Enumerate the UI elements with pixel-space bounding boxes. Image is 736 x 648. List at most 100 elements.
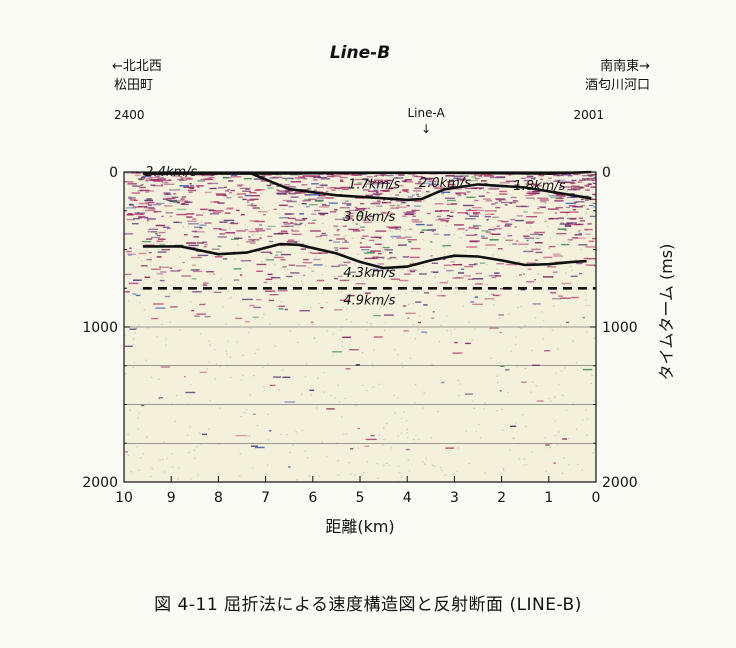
seismic-trace: [294, 177, 306, 179]
seismic-speck: [308, 475, 311, 477]
seismic-speck: [323, 391, 325, 393]
seismic-speck: [378, 181, 380, 183]
seismic-speck: [513, 438, 515, 440]
seismic-trace: [125, 172, 134, 174]
seismic-trace: [255, 446, 265, 449]
seismic-speck: [418, 232, 421, 234]
seismic-speck: [366, 278, 368, 280]
seismic-trace: [465, 393, 473, 395]
seismic-trace: [395, 200, 405, 202]
seismic-trace: [339, 207, 350, 209]
seismic-trace: [281, 191, 288, 193]
seismic-speck: [171, 403, 173, 405]
seismic-trace: [143, 174, 151, 177]
seismic-trace: [192, 291, 202, 293]
seismic-trace: [288, 205, 294, 208]
seismic-speck: [186, 434, 189, 436]
seismic-trace: [303, 175, 311, 177]
seismic-trace: [340, 180, 344, 182]
seismic-trace: [390, 207, 399, 209]
seismic-trace: [166, 227, 171, 230]
seismic-trace: [234, 237, 243, 239]
x-tick-label: 2: [497, 490, 506, 506]
seismic-speck: [280, 308, 282, 310]
seismic-speck: [289, 330, 292, 332]
seismic-speck: [446, 281, 448, 283]
seismic-trace: [361, 249, 370, 251]
seismic-speck: [202, 254, 204, 257]
seismic-trace: [552, 271, 558, 273]
seismic-trace: [237, 196, 243, 198]
seismic-trace: [553, 180, 561, 182]
seismic-trace: [280, 230, 288, 232]
seismic-trace: [373, 189, 379, 191]
seismic-trace: [265, 290, 275, 292]
seismic-trace: [155, 224, 165, 227]
seismic-speck: [563, 457, 565, 459]
seismic-trace: [548, 177, 552, 179]
seismic-speck: [297, 341, 299, 344]
seismic-trace: [141, 184, 144, 186]
seismic-speck: [490, 357, 493, 359]
seismic-speck: [400, 432, 403, 434]
seismic-trace: [179, 175, 183, 178]
seismic-trace: [133, 213, 145, 216]
seismic-speck: [346, 433, 348, 435]
seismic-trace: [318, 195, 326, 197]
seismic-trace: [230, 189, 235, 192]
seismic-speck: [397, 354, 399, 356]
seismic-trace: [528, 193, 536, 195]
seismic-trace: [124, 345, 133, 347]
seismic-trace: [419, 179, 422, 181]
seismic-trace: [153, 303, 164, 305]
seismic-trace: [569, 196, 576, 198]
seismic-trace: [288, 193, 297, 195]
seismic-trace: [565, 206, 570, 209]
seismic-trace: [199, 224, 207, 226]
seismic-trace: [313, 264, 323, 266]
seismic-trace: [140, 178, 143, 181]
seismic-trace: [566, 222, 577, 224]
seismic-speck: [405, 480, 408, 482]
velocity-label: 1.7km/s: [348, 177, 400, 192]
seismic-speck: [431, 248, 433, 250]
seismic-trace: [491, 203, 496, 205]
seismic-trace: [434, 203, 444, 205]
seismic-speck: [557, 243, 559, 245]
seismic-trace: [592, 193, 596, 196]
seismic-speck: [440, 467, 442, 469]
seismic-trace: [484, 215, 491, 218]
seismic-trace: [404, 213, 414, 216]
seismic-speck: [382, 444, 384, 446]
seismic-speck: [258, 208, 260, 210]
seismic-speck: [233, 251, 235, 253]
seismic-trace: [474, 227, 480, 230]
seismic-trace: [142, 175, 151, 178]
seismic-trace: [571, 179, 577, 182]
seismic-speck: [342, 236, 345, 238]
y-tick-label-left: 0: [109, 165, 118, 181]
seismic-trace: [308, 222, 316, 224]
seismic-trace: [147, 176, 152, 179]
seismic-speck: [314, 337, 316, 339]
seismic-speck: [209, 273, 211, 275]
seismic-speck: [394, 412, 396, 414]
seismic-speck: [548, 247, 550, 249]
seismic-trace: [140, 265, 148, 267]
seismic-speck: [280, 301, 283, 303]
seismic-speck: [506, 391, 509, 394]
seismic-trace: [282, 266, 287, 268]
seismic-speck: [301, 280, 303, 283]
seismic-trace: [290, 196, 299, 198]
seismic-trace: [383, 190, 390, 192]
seismic-trace: [564, 224, 572, 226]
seismic-trace: [440, 193, 445, 195]
seismic-trace: [328, 202, 338, 204]
seismic-speck: [160, 323, 163, 326]
seismic-speck: [416, 291, 419, 293]
seismic-trace: [309, 389, 315, 391]
seismic-trace: [540, 178, 543, 180]
seismic-speck: [555, 236, 558, 238]
seismic-speck: [254, 352, 257, 354]
seismic-speck: [561, 223, 564, 225]
